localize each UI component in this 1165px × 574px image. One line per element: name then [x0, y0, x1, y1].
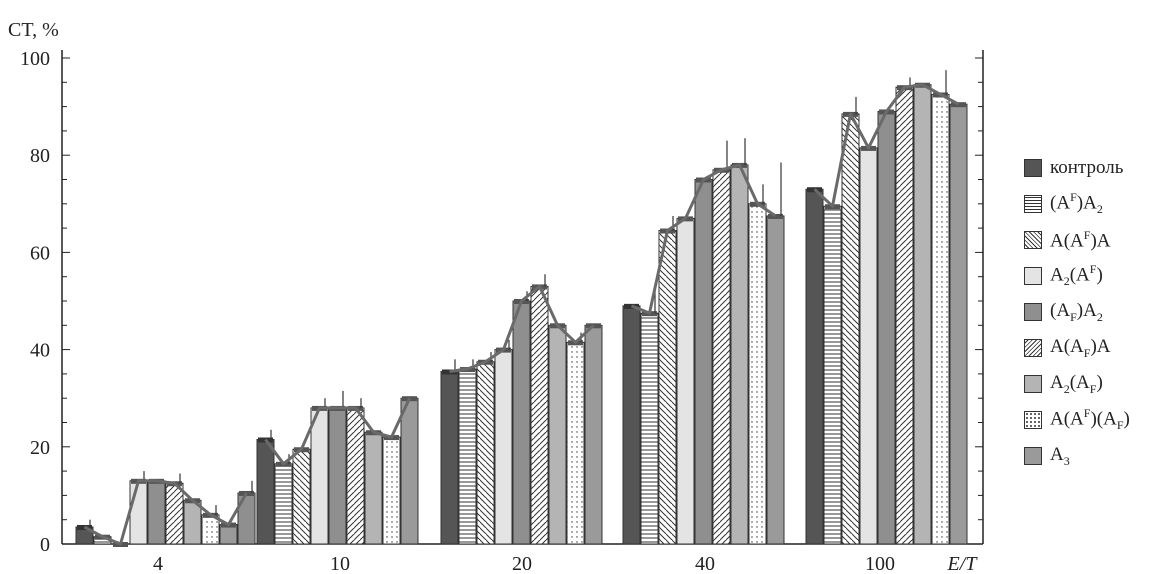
bar	[658, 230, 677, 545]
legend: контроль (AF)A2 A(AF)A A2(AF) (AF)A2 A(AF)A A2…	[1024, 150, 1130, 474]
y-axis-title: CT, %	[8, 19, 59, 41]
group-trend-line	[630, 163, 777, 315]
group-trend-line	[449, 284, 595, 373]
bar	[147, 480, 166, 545]
bar	[949, 103, 968, 545]
y-tick-label: 0	[40, 534, 50, 556]
bar	[823, 205, 842, 545]
bar	[292, 448, 311, 545]
legend-label: (AF)A2	[1050, 190, 1103, 217]
bar	[640, 312, 659, 545]
y-tick-label: 20	[30, 437, 50, 459]
x-axis-title: E/T	[947, 553, 979, 574]
legend-label: A(AF)A	[1050, 335, 1111, 360]
bar	[566, 341, 585, 545]
y-tick-label: 40	[30, 340, 50, 362]
legend-item: A2(AF)	[1024, 366, 1130, 402]
bar	[584, 324, 603, 545]
y-tick-label: 100	[20, 48, 50, 70]
bar-cap	[951, 102, 966, 108]
legend-item: A3	[1024, 438, 1130, 474]
bars	[75, 70, 968, 547]
legend-label: A2(AF)	[1050, 262, 1103, 289]
bar	[256, 439, 275, 545]
legend-swatch	[1024, 231, 1042, 249]
legend-swatch	[1024, 339, 1042, 357]
bar-cap	[768, 213, 783, 219]
legend-label: A3	[1050, 443, 1070, 468]
legend-item: A(AF)A	[1024, 330, 1130, 366]
group-trend-line	[813, 83, 960, 208]
bar	[913, 84, 932, 545]
bar	[694, 179, 713, 545]
bar-cap	[442, 369, 457, 375]
bar	[712, 169, 731, 545]
group-trend-line	[83, 479, 248, 546]
legend-label: A(AF)A	[1050, 227, 1111, 252]
bar	[548, 324, 567, 545]
bar	[766, 215, 785, 545]
legend-label: (AF)A2	[1050, 299, 1103, 324]
bar	[931, 93, 950, 545]
bar	[400, 397, 419, 545]
bar	[165, 482, 184, 545]
x-tick-label: 4	[153, 553, 163, 574]
bar	[530, 285, 549, 545]
legend-swatch	[1024, 159, 1042, 177]
bar	[730, 164, 749, 545]
bar	[859, 147, 878, 545]
bar	[364, 431, 383, 545]
bar	[622, 305, 641, 545]
bar	[328, 407, 347, 545]
bar	[346, 407, 365, 545]
bar	[129, 480, 148, 545]
legend-swatch	[1024, 375, 1042, 393]
legend-swatch	[1024, 195, 1042, 213]
bar	[458, 368, 477, 545]
bar	[274, 463, 293, 545]
bar	[440, 370, 459, 545]
legend-swatch	[1024, 411, 1042, 429]
legend-item: контроль	[1024, 150, 1130, 186]
x-tick-label: 20	[512, 553, 532, 574]
bar	[676, 217, 695, 545]
bar	[895, 86, 914, 545]
legend-label: A2(AF)	[1050, 371, 1103, 396]
y-tick-label: 80	[30, 145, 50, 167]
legend-swatch	[1024, 267, 1042, 285]
x-tick-label: 40	[695, 553, 715, 574]
bar	[841, 113, 860, 545]
y-tick-label: 60	[30, 242, 50, 264]
bar	[494, 349, 513, 545]
group-trend-line	[264, 397, 411, 466]
legend-label: A(AF)(AF)	[1050, 406, 1130, 433]
legend-item: A(AF)(AF)	[1024, 402, 1130, 438]
bar	[310, 407, 329, 545]
legend-item: A2(AF)	[1024, 258, 1130, 294]
bar	[382, 436, 401, 545]
legend-label: контроль	[1050, 157, 1124, 178]
x-tick-label: 10	[330, 553, 350, 574]
legend-swatch	[1024, 303, 1042, 321]
bar	[805, 188, 824, 545]
bar	[476, 361, 495, 545]
legend-item: A(AF)A	[1024, 222, 1130, 258]
legend-item: (AF)A2	[1024, 294, 1130, 330]
bar	[877, 110, 896, 545]
legend-item: (AF)A2	[1024, 186, 1130, 222]
bar	[748, 203, 767, 545]
x-tick-label: 100	[865, 553, 895, 574]
bar	[512, 300, 531, 545]
trend-line	[83, 83, 960, 546]
legend-swatch	[1024, 447, 1042, 465]
